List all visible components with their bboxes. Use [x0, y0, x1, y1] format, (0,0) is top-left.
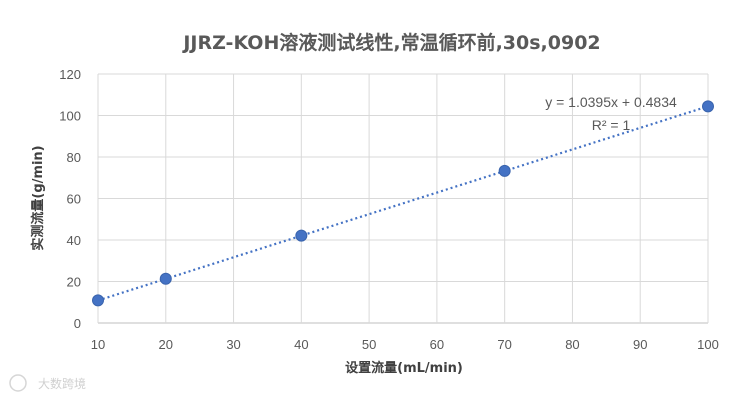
x-tick-label: 30 — [226, 337, 240, 352]
data-points — [92, 100, 714, 307]
x-tick-label: 80 — [565, 337, 579, 352]
trendline — [97, 105, 709, 302]
y-axis-title: 实测流量(g/min) — [30, 145, 46, 250]
gridlines — [97, 73, 709, 324]
data-point — [159, 272, 172, 285]
data-point — [92, 294, 104, 307]
watermark-text: 大数跨境 — [38, 376, 86, 391]
trendline-group — [97, 105, 709, 302]
r-squared-label: R² = 1 — [592, 117, 631, 133]
x-tick-label: 40 — [294, 337, 308, 352]
x-tick-label: 20 — [159, 337, 173, 352]
data-point — [295, 229, 308, 242]
y-tick-label: 80 — [67, 150, 81, 165]
chart-title: JJRZ-KOH溶液测试线性,常温循环前,30s,0902 — [181, 31, 600, 54]
y-tick-label: 40 — [67, 233, 81, 248]
y-tick-label: 20 — [67, 275, 81, 290]
x-tick-label: 50 — [362, 337, 376, 352]
watermark-logo-icon — [9, 374, 27, 392]
x-axis-title: 设置流量(mL/min) — [345, 360, 463, 376]
y-tick-label: 120 — [59, 67, 81, 82]
x-tick-label: 10 — [91, 337, 105, 352]
x-tick-label: 70 — [497, 337, 511, 352]
watermark: 大数跨境 — [9, 374, 86, 392]
y-tick-label: 60 — [67, 192, 81, 207]
y-tick-label: 100 — [59, 109, 81, 124]
data-point — [702, 100, 714, 113]
x-tick-label: 90 — [633, 337, 647, 352]
data-point — [498, 164, 511, 177]
trendline-equation: y = 1.0395x + 0.4834 — [545, 94, 677, 110]
y-tick-label: 0 — [74, 316, 81, 331]
x-tick-label: 60 — [430, 337, 444, 352]
tick-labels: 0 20 40 60 80 100 120 10 20 30 40 50 60 70 80 90 100 — [59, 67, 719, 352]
x-tick-label: 100 — [697, 337, 719, 352]
